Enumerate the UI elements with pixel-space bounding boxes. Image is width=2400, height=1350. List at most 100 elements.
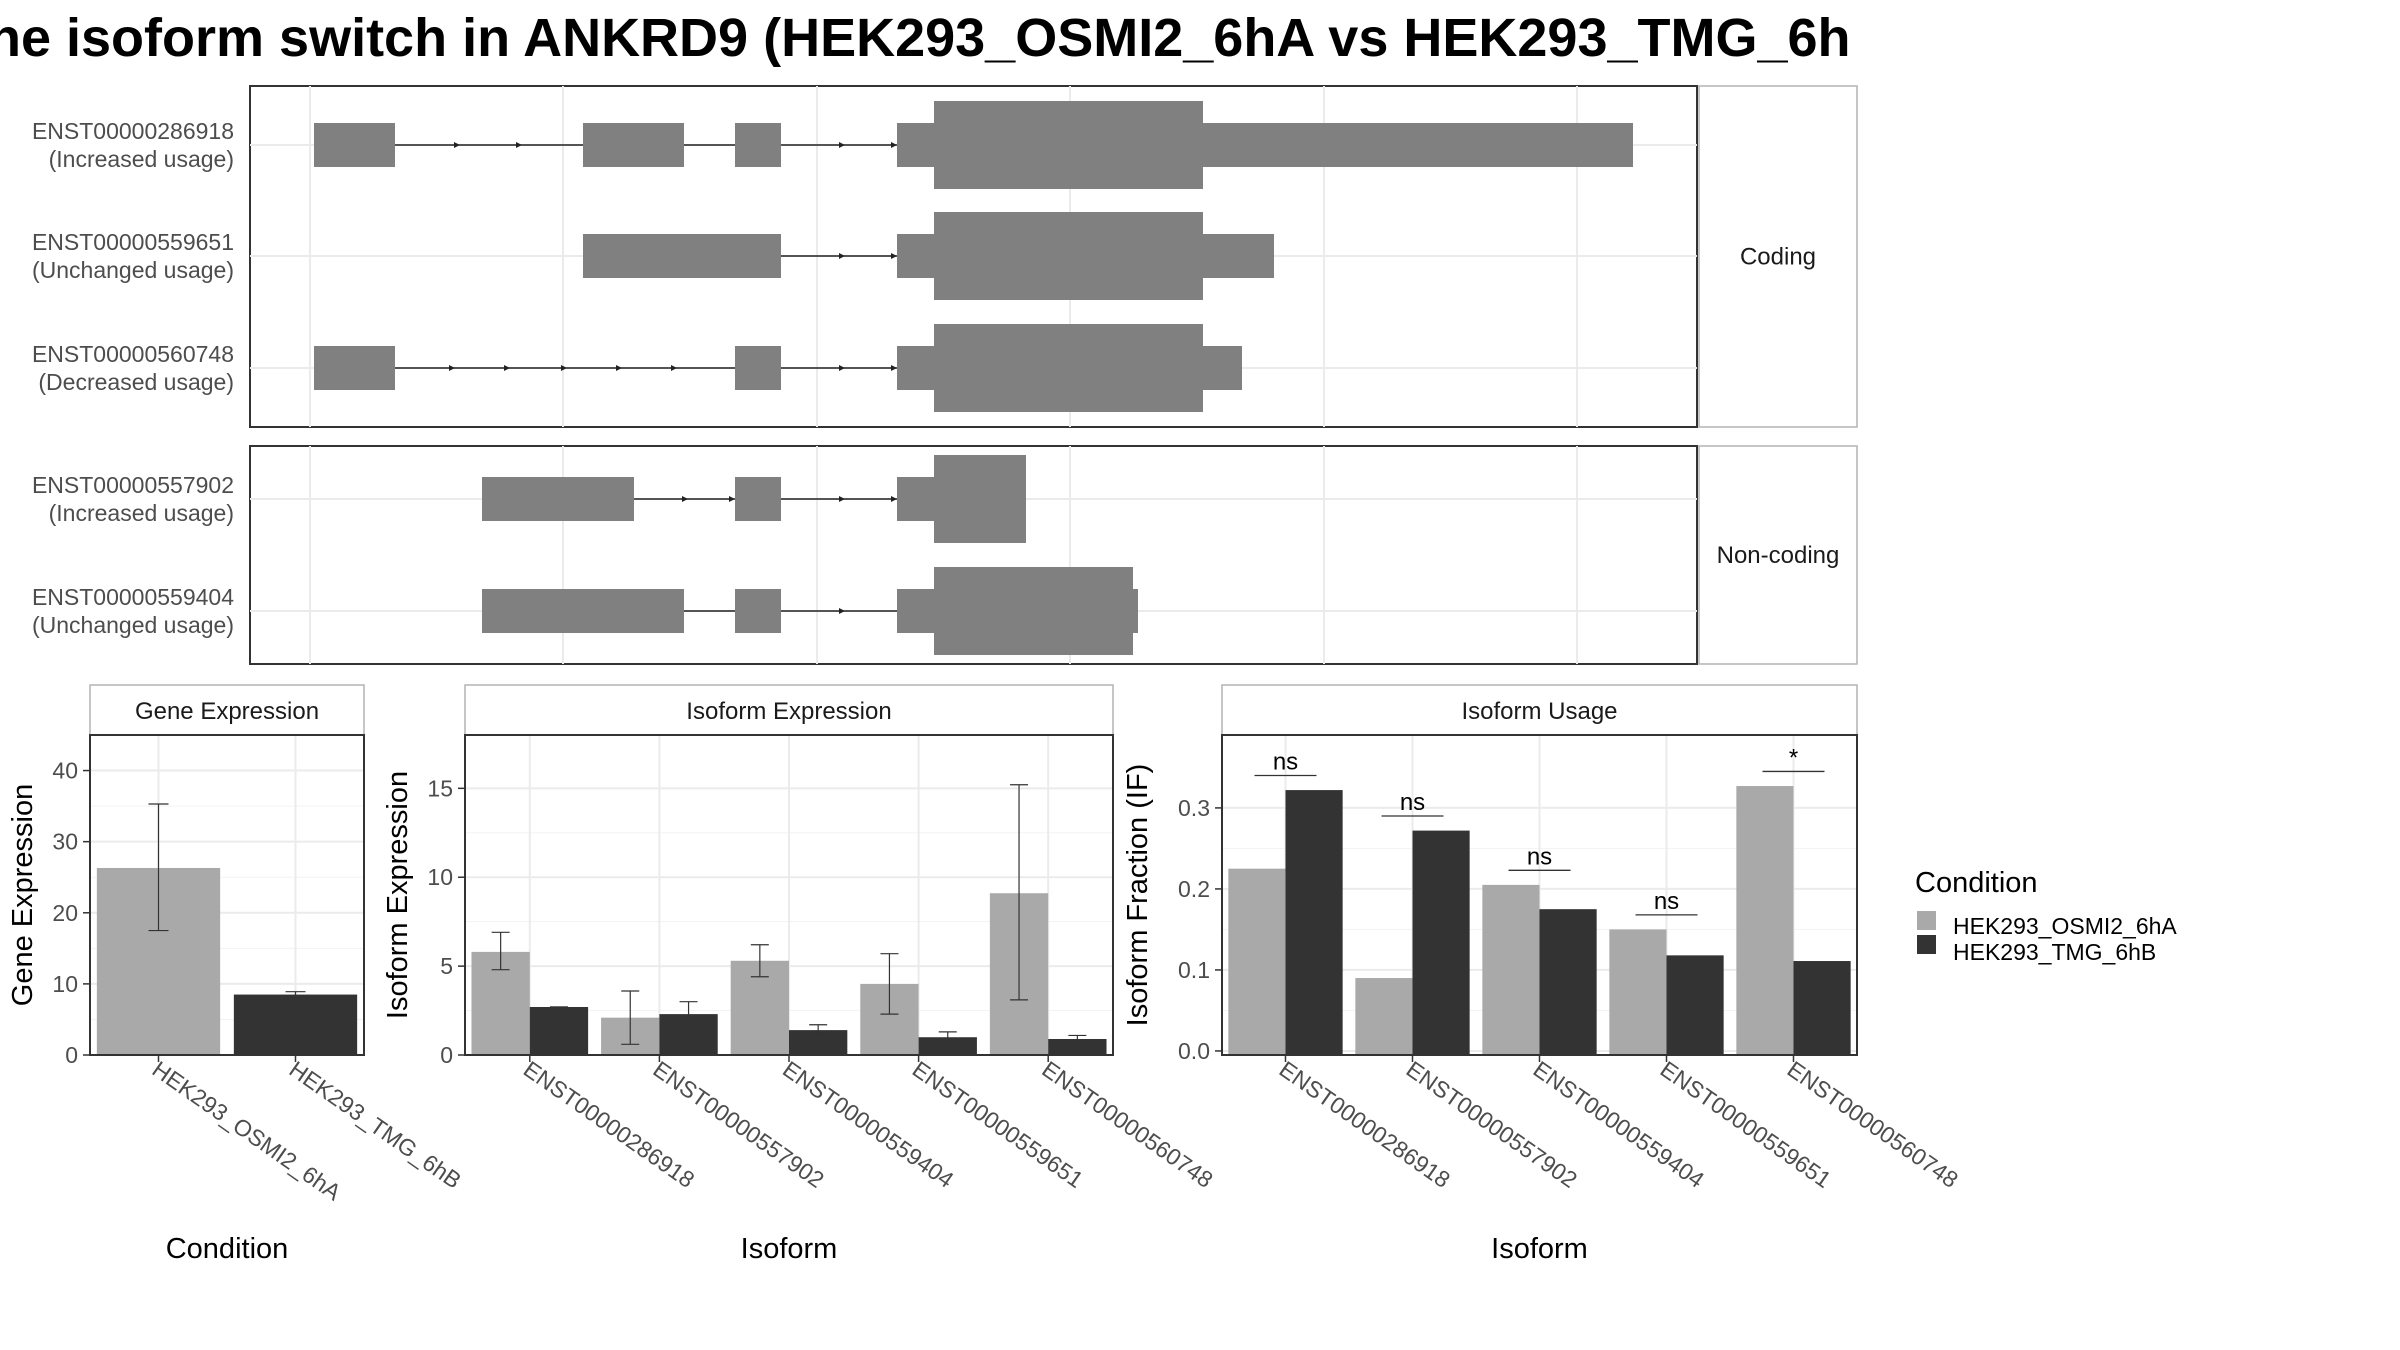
- legend-label-tmg: HEK293_TMG_6hB: [1953, 939, 2156, 965]
- bar-hek293-tmg-6hb: [1285, 790, 1343, 1055]
- intron-arrow: [454, 142, 460, 148]
- exon-block: [934, 455, 1026, 543]
- isoform-expression-panel: Isoform Expression051015ENST00000286918E…: [382, 684, 1218, 1265]
- y-tick-label: 0: [65, 1042, 78, 1068]
- intron-arrow: [682, 496, 688, 502]
- intron-arrow: [516, 142, 522, 148]
- legend-label-osmi2: HEK293_OSMI2_6hA: [1953, 913, 2177, 939]
- y-axis-title: Gene Expression: [7, 784, 39, 1006]
- intron-arrow: [504, 365, 510, 371]
- intron-arrow: [839, 253, 845, 259]
- bar-hek293-tmg-6hb: [1539, 909, 1597, 1055]
- intron-arrow: [616, 365, 622, 371]
- y-tick-label: 40: [52, 758, 78, 784]
- exon-block: [735, 477, 781, 521]
- exon-block: [1133, 589, 1138, 633]
- significance-label: ns: [1527, 843, 1552, 870]
- transcript-usage-label: (Unchanged usage): [32, 612, 234, 638]
- exon-block: [735, 589, 781, 633]
- exon-block: [934, 567, 1133, 655]
- bar-hek293-tmg-6hb: [1793, 961, 1851, 1055]
- transcript-usage-label: (Increased usage): [49, 500, 234, 526]
- intron-arrow: [449, 365, 455, 371]
- exon-block: [735, 123, 781, 167]
- panel-strip: [1221, 684, 1858, 736]
- intron-arrow: [891, 496, 897, 502]
- x-axis-title: Isoform: [741, 1233, 838, 1265]
- exon-block: [314, 123, 395, 167]
- exon-block: [934, 212, 1203, 300]
- facet-strip: [1698, 85, 1858, 428]
- exon-block: [934, 101, 1203, 189]
- legend-key-tmg: [1917, 935, 1936, 954]
- significance-label: *: [1789, 744, 1798, 771]
- exon-block: [314, 346, 395, 390]
- exon-block: [897, 123, 934, 167]
- condition-legend: Condition HEK293_OSMI2_6hA HEK293_TMG_6h…: [1915, 867, 2177, 965]
- bar-hek293-osmi2-6ha: [1228, 868, 1286, 1055]
- significance-label: ns: [1654, 888, 1679, 915]
- panel-strip-label: Isoform Usage: [1461, 698, 1617, 725]
- y-tick-label: 10: [52, 971, 78, 997]
- y-tick-label: 0.3: [1178, 795, 1210, 821]
- transcript-usage-label: (Decreased usage): [38, 369, 234, 395]
- transcript-id-label: ENST00000286918: [32, 118, 234, 144]
- legend-key-osmi2: [1917, 911, 1936, 930]
- bar: [233, 994, 358, 1055]
- intron-arrow: [671, 365, 677, 371]
- panel-border: [89, 734, 365, 1056]
- significance-label: ns: [1273, 749, 1298, 776]
- y-tick-label: 0.0: [1178, 1038, 1210, 1064]
- page-title: ne isoform switch in ANKRD9 (HEK293_OSMI…: [0, 8, 1851, 68]
- intron-arrow: [561, 365, 567, 371]
- transcript-usage-label: (Unchanged usage): [32, 257, 234, 283]
- exon-block: [1203, 346, 1242, 390]
- y-tick-label: 0.2: [1178, 876, 1210, 902]
- y-tick-label: 5: [440, 953, 453, 979]
- exon-block: [897, 234, 934, 278]
- intron-arrow: [891, 142, 897, 148]
- y-tick-label: 15: [427, 775, 453, 801]
- transcript-structure-plot: CodingNon-codingENST00000286918(Increase…: [32, 85, 1858, 665]
- transcript-id-label: ENST00000560748: [32, 341, 234, 367]
- exon-block: [897, 477, 934, 521]
- intron-arrow: [839, 142, 845, 148]
- bar-hek293-tmg-6hb: [529, 1007, 589, 1055]
- bar-hek293-osmi2-6ha: [1736, 786, 1794, 1055]
- intron-arrow: [891, 365, 897, 371]
- bar-hek293-osmi2-6ha: [1609, 929, 1667, 1055]
- exon-block: [934, 324, 1203, 412]
- x-axis-title: Isoform: [1491, 1233, 1588, 1265]
- exon-block: [482, 477, 634, 521]
- facet-label: Non-coding: [1717, 542, 1840, 569]
- bar-hek293-tmg-6hb: [1048, 1039, 1107, 1055]
- exon-block: [482, 589, 684, 633]
- isoform-usage-panel: Isoform Usagensnsnsns*0.00.10.20.3ENST00…: [1122, 684, 1963, 1265]
- exon-block: [897, 346, 934, 390]
- legend-title: Condition: [1915, 867, 2038, 899]
- x-axis-title: Condition: [166, 1233, 289, 1265]
- bar-hek293-osmi2-6ha: [1482, 884, 1540, 1055]
- transcript-id-label: ENST00000559651: [32, 229, 234, 255]
- bar-hek293-osmi2-6ha: [1355, 978, 1413, 1055]
- y-tick-label: 30: [52, 829, 78, 855]
- y-tick-label: 0: [440, 1042, 453, 1068]
- transcript-id-label: ENST00000559404: [32, 584, 234, 610]
- significance-label: ns: [1400, 789, 1425, 816]
- y-tick-label: 20: [52, 900, 78, 926]
- bar-hek293-tmg-6hb: [1412, 830, 1470, 1055]
- exon-block: [583, 234, 781, 278]
- exon-block: [897, 589, 934, 633]
- exon-block: [1203, 123, 1633, 167]
- intron-arrow: [729, 496, 735, 502]
- y-axis-title: Isoform Expression: [382, 771, 414, 1019]
- facet-strip: [1698, 445, 1858, 665]
- bar-hek293-tmg-6hb: [1666, 955, 1724, 1055]
- panel-strip: [89, 684, 365, 736]
- intron-arrow: [891, 253, 897, 259]
- bar-hek293-tmg-6hb: [918, 1037, 977, 1055]
- exon-block: [583, 123, 684, 167]
- transcript-usage-label: (Increased usage): [49, 146, 234, 172]
- transcript-id-label: ENST00000557902: [32, 472, 234, 498]
